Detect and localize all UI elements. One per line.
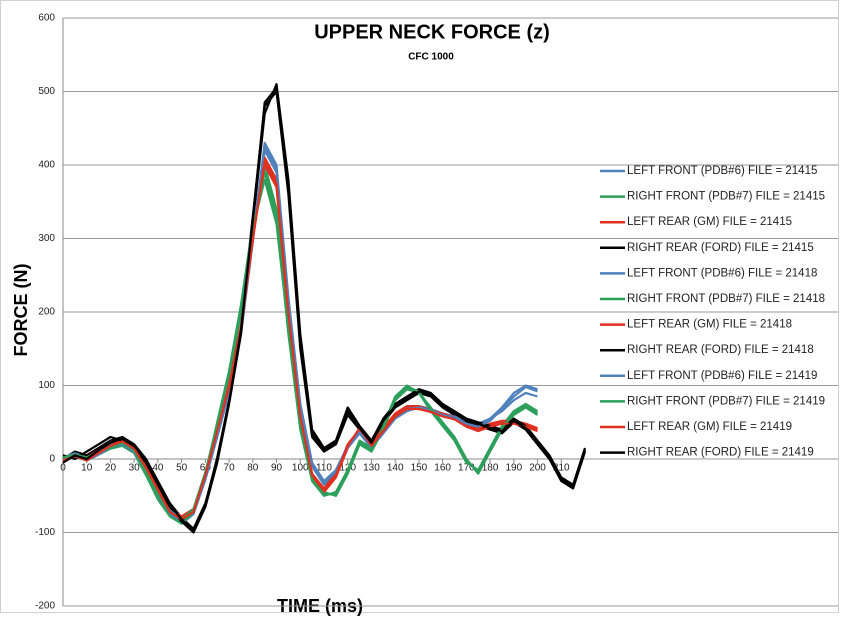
series-line [62,160,538,521]
y-tick-label: 600 [38,13,55,24]
series-line [62,86,587,533]
x-tick-label: 210 [553,463,570,474]
legend-label: RIGHT FRONT (PDB#7) FILE = 21418 [627,293,825,305]
x-tick-label: 150 [411,463,428,474]
x-tick-label: 20 [105,463,117,474]
y-tick-label: -100 [35,527,55,538]
x-tick-label: 0 [60,463,66,474]
legend-label: LEFT FRONT (PDB#6) FILE = 21415 [627,165,817,177]
x-tick-label: 30 [129,463,141,474]
legend-label: LEFT FRONT (PDB#6) FILE = 21418 [627,267,817,279]
y-tick-label: 100 [38,380,55,391]
chart-subtitle: CFC 1000 [408,52,454,63]
x-tick-label: 160 [434,463,451,474]
x-tick-label: 130 [363,463,380,474]
y-tick-label: 300 [38,233,55,244]
x-tick-label: 40 [152,463,164,474]
legend-label: LEFT REAR (GM) FILE = 21415 [627,216,792,228]
x-tick-label: 50 [176,463,188,474]
legend-label: RIGHT FRONT (PDB#7) FILE = 21415 [627,191,825,203]
y-axis-label: FORCE (N) [11,264,31,357]
y-tick-label: 200 [38,307,55,318]
x-tick-label: 100 [292,463,309,474]
legend-label: LEFT REAR (GM) FILE = 21418 [627,319,792,331]
legend-label: LEFT FRONT (PDB#6) FILE = 21419 [627,370,817,382]
x-tick-label: 110 [316,463,332,474]
legend-label: LEFT REAR (GM) FILE = 21419 [627,421,792,433]
y-tick-label: 500 [38,86,55,97]
x-tick-label: 200 [529,463,546,474]
x-tick-label: 140 [387,463,404,474]
x-tick-label: 170 [458,463,475,474]
x-tick-label: 10 [81,463,93,474]
x-tick-label: 90 [271,463,283,474]
legend-label: RIGHT REAR (FORD) FILE = 21419 [627,447,814,459]
chart-title: UPPER NECK FORCE (z) [314,21,550,43]
y-tick-label: 0 [49,454,55,465]
x-tick-label: 70 [224,463,236,474]
series-line [62,178,539,521]
x-tick-label: 180 [482,463,499,474]
legend-label: RIGHT REAR (FORD) FILE = 21418 [627,344,814,356]
x-tick-label: 190 [505,463,522,474]
y-tick-label: 400 [38,160,55,171]
x-tick-label: 80 [247,463,259,474]
legend-label: RIGHT FRONT (PDB#7) FILE = 21419 [627,395,825,407]
y-tick-label: -200 [35,601,55,612]
chart-border [0,0,839,613]
legend-label: RIGHT REAR (FORD) FILE = 21415 [627,242,814,254]
